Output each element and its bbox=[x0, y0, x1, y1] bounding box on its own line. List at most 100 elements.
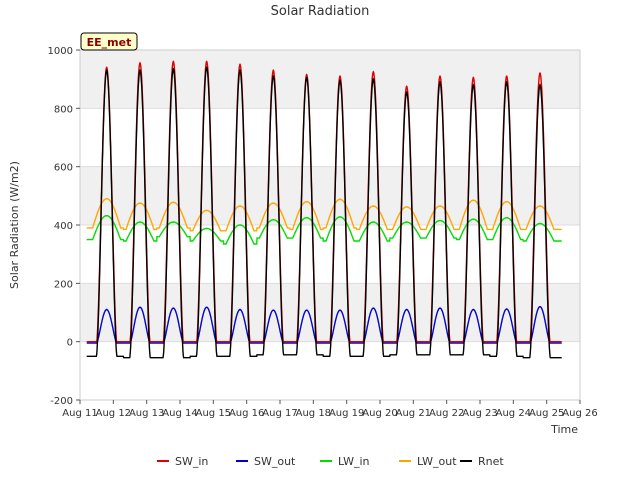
y-tick-label: 0 bbox=[67, 338, 73, 349]
data-point-sw_out bbox=[339, 309, 341, 311]
y-axis: -200 0 200 400 600 800 1000 bbox=[48, 46, 80, 407]
data-point-lw_out bbox=[139, 202, 141, 204]
data-point-rnet bbox=[405, 91, 408, 94]
data-point-sw_out bbox=[505, 308, 508, 310]
data-point-rnet bbox=[205, 66, 208, 69]
data-point-lw_out bbox=[472, 199, 475, 202]
data-point-lw_out bbox=[505, 200, 508, 203]
data-point-sw_in bbox=[305, 73, 308, 76]
x-tick-label: Aug 22 bbox=[429, 408, 464, 419]
legend: SW_in SW_out LW_in LW_out Rnet bbox=[157, 455, 504, 468]
legend-label-rnet: Rnet bbox=[478, 455, 504, 468]
data-point-sw_in bbox=[339, 75, 341, 78]
x-tick-label: Aug 20 bbox=[362, 408, 397, 419]
data-point-rnet bbox=[372, 78, 375, 80]
x-tick-label: Aug 16 bbox=[229, 408, 264, 419]
y-tick-label: 1000 bbox=[48, 46, 73, 57]
x-tick-label: Aug 15 bbox=[196, 408, 231, 419]
data-point-lw_out bbox=[205, 209, 208, 212]
y-tick-label: 600 bbox=[54, 163, 73, 174]
x-axis-label: Time bbox=[550, 423, 578, 436]
chart-title: Solar Radiation bbox=[271, 4, 370, 19]
data-point-lw_in bbox=[439, 219, 441, 222]
data-point-rnet bbox=[339, 79, 341, 82]
data-point-sw_in bbox=[172, 60, 175, 63]
data-point-sw_out bbox=[105, 308, 108, 311]
x-tick-label: Aug 21 bbox=[396, 408, 431, 419]
plot-band bbox=[80, 283, 580, 342]
plot-band bbox=[80, 225, 580, 284]
data-point-sw_in bbox=[272, 69, 275, 72]
data-point-sw_out bbox=[405, 308, 408, 311]
data-point-sw_in bbox=[139, 62, 141, 64]
data-point-sw_in bbox=[105, 66, 108, 69]
data-point-lw_out bbox=[372, 205, 375, 207]
series-line-lw_in bbox=[86, 215, 562, 245]
data-point-sw_out bbox=[172, 307, 175, 309]
x-tick-label: Aug 14 bbox=[162, 408, 197, 419]
data-point-sw_in bbox=[405, 85, 408, 88]
x-tick-label: Aug 25 bbox=[529, 408, 564, 419]
data-point-lw_in bbox=[372, 221, 375, 223]
data-point-lw_out bbox=[305, 200, 308, 203]
data-point-sw_in bbox=[439, 75, 441, 78]
y-tick-label: -200 bbox=[50, 396, 73, 407]
data-point-sw_in bbox=[505, 75, 508, 78]
data-point-lw_out bbox=[339, 198, 341, 201]
data-point-lw_in bbox=[505, 216, 508, 219]
data-point-sw_in bbox=[205, 60, 208, 63]
data-point-sw_in bbox=[239, 63, 241, 66]
legend-label-sw_out: SW_out bbox=[254, 455, 296, 468]
legend-label-lw_in: LW_in bbox=[338, 455, 370, 468]
data-point-lw_out bbox=[539, 205, 541, 207]
y-tick-label: 200 bbox=[54, 279, 73, 290]
x-tick-label: Aug 17 bbox=[262, 408, 297, 419]
data-point-sw_out bbox=[372, 307, 375, 309]
data-point-sw_out bbox=[539, 305, 541, 308]
plot-background bbox=[80, 50, 580, 400]
data-point-lw_out bbox=[172, 201, 175, 204]
legend-label-sw_in: SW_in bbox=[175, 455, 208, 468]
annotation-label: EE_met bbox=[87, 36, 132, 49]
data-point-lw_out bbox=[405, 206, 408, 208]
data-point-lw_in bbox=[172, 221, 175, 223]
x-tick-label: Aug 13 bbox=[129, 408, 164, 419]
data-point-sw_out bbox=[272, 309, 275, 311]
x-tick-label: Aug 23 bbox=[462, 408, 497, 419]
legend-label-lw_out: LW_out bbox=[417, 455, 457, 468]
y-tick-label: 400 bbox=[54, 221, 73, 232]
y-tick-label: 800 bbox=[54, 104, 73, 115]
data-point-rnet bbox=[105, 69, 108, 72]
data-point-sw_out bbox=[239, 308, 241, 311]
data-point-rnet bbox=[305, 76, 308, 79]
series-layer bbox=[86, 60, 562, 359]
x-tick-label: Aug 26 bbox=[562, 408, 597, 419]
data-point-lw_in bbox=[539, 222, 541, 225]
data-point-lw_in bbox=[405, 221, 408, 223]
x-tick-label: Aug 24 bbox=[496, 408, 531, 419]
data-point-sw_in bbox=[472, 76, 475, 79]
series-line-lw_out bbox=[86, 198, 562, 232]
data-point-sw_out bbox=[439, 307, 441, 309]
data-point-sw_in bbox=[539, 72, 541, 75]
data-point-lw_out bbox=[439, 205, 441, 207]
data-point-sw_out bbox=[472, 308, 475, 311]
data-point-rnet bbox=[139, 69, 141, 72]
x-tick-label: Aug 11 bbox=[62, 408, 97, 419]
data-point-lw_in bbox=[272, 218, 275, 221]
x-tick-label: Aug 18 bbox=[296, 408, 331, 419]
data-point-lw_in bbox=[472, 218, 475, 220]
data-point-lw_in bbox=[139, 221, 141, 223]
data-point-lw_in bbox=[339, 216, 341, 218]
station-annotation: EE_met bbox=[80, 32, 138, 51]
annotation-box bbox=[80, 32, 138, 51]
plot-band bbox=[80, 50, 580, 109]
data-point-sw_out bbox=[205, 306, 208, 309]
y-axis-label: Solar Radiation (W/m2) bbox=[8, 161, 21, 289]
data-point-rnet bbox=[239, 69, 241, 72]
data-point-lw_out bbox=[272, 202, 275, 204]
data-point-rnet bbox=[172, 68, 175, 70]
data-point-lw_in bbox=[305, 216, 308, 219]
